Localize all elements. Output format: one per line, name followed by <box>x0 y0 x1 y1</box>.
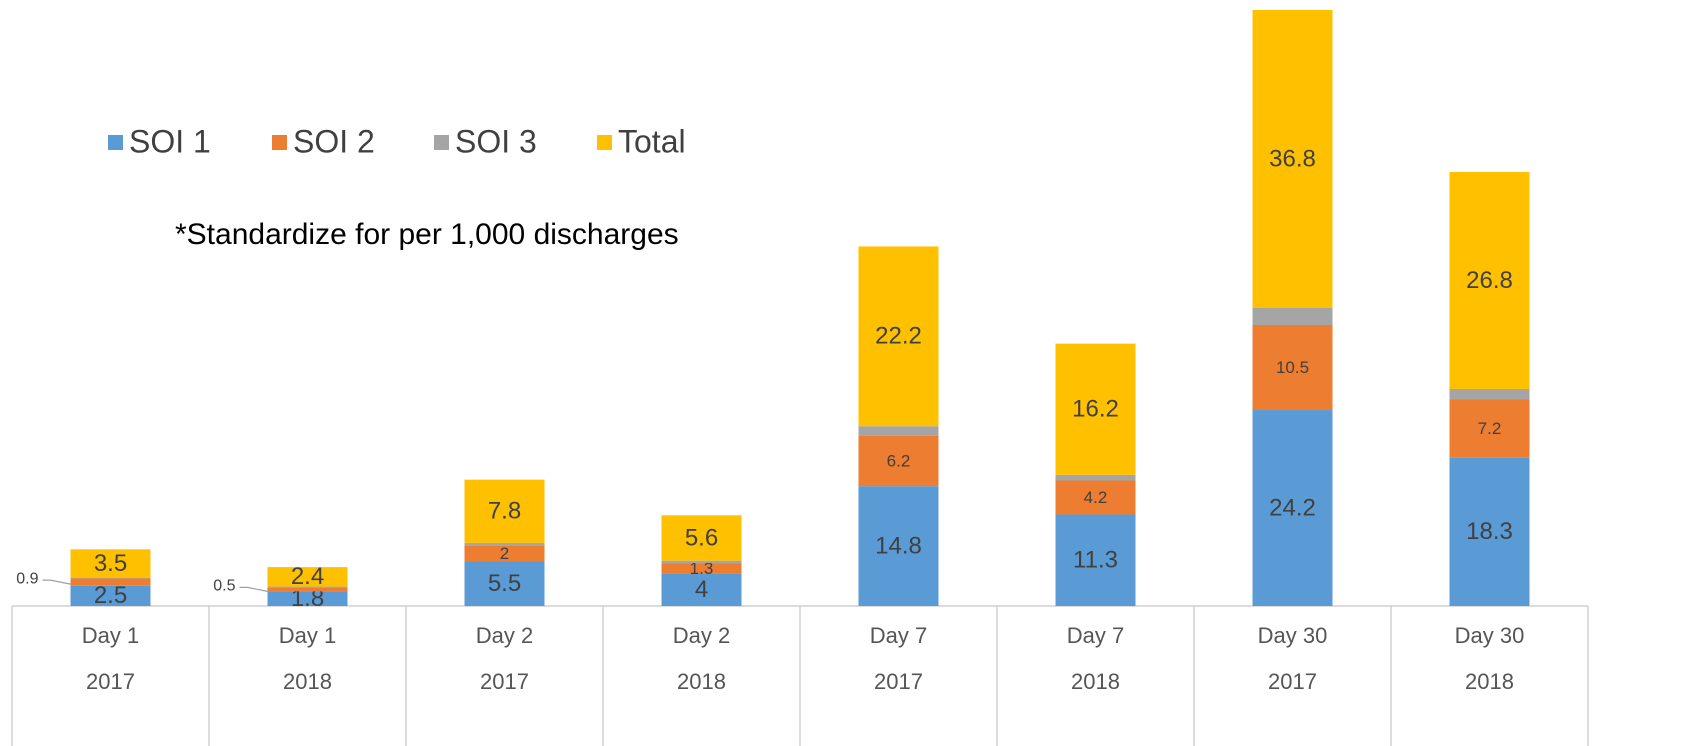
x-tick-label: 2017 <box>874 669 923 694</box>
legend-label: Total <box>618 123 686 159</box>
data-label: 4 <box>695 576 708 603</box>
data-label: 7.8 <box>488 498 521 525</box>
bar-segment <box>1055 343 1136 475</box>
bar-segment <box>858 435 939 487</box>
data-label: 2 <box>500 544 509 563</box>
legend-swatch <box>272 135 287 150</box>
bar-segment <box>661 560 742 564</box>
bar-segment <box>70 585 151 606</box>
data-label: 7.2 <box>1478 419 1502 438</box>
x-tick-label: Day 2 <box>476 623 533 648</box>
x-tick-label: Day 30 <box>1258 623 1328 648</box>
bar-segment <box>464 479 545 543</box>
x-tick-label: 2017 <box>480 669 529 694</box>
x-tick-label: 2018 <box>1465 669 1514 694</box>
bar-segment <box>1252 410 1333 606</box>
legend-swatch <box>597 135 612 150</box>
bar-segment <box>1252 325 1333 411</box>
x-tick-label: 2018 <box>1071 669 1120 694</box>
legend-label: SOI 3 <box>455 123 537 159</box>
bar-segment <box>464 542 545 546</box>
data-label: 2.5 <box>94 582 127 609</box>
bar-segment <box>267 587 348 592</box>
data-label: 10.5 <box>1276 358 1309 377</box>
bar-segment <box>267 567 348 587</box>
bar-segment <box>1449 171 1530 389</box>
data-label: 0.9 <box>16 570 38 587</box>
bar-segment <box>661 515 742 561</box>
bar-segment <box>858 246 939 427</box>
bar-segment <box>661 563 742 574</box>
data-label: 11.3 <box>1073 547 1118 574</box>
bar-segment <box>1252 10 1333 308</box>
x-tick-label: 2018 <box>677 669 726 694</box>
bar-segment <box>1449 388 1530 400</box>
data-label: 36.8 <box>1269 145 1316 172</box>
bar-segment <box>1055 514 1136 606</box>
x-tick-label: 2018 <box>283 669 332 694</box>
data-label: 1.3 <box>690 559 714 578</box>
data-label: 2.4 <box>291 563 324 590</box>
bar-segment <box>1252 308 1333 326</box>
x-tick-label: 2017 <box>86 669 135 694</box>
bar-segment <box>1449 457 1530 606</box>
data-label: 14.8 <box>875 532 922 559</box>
bar-segment <box>1055 480 1136 515</box>
x-tick-label: Day 7 <box>1067 623 1124 648</box>
data-label: 26.8 <box>1466 267 1513 294</box>
legend-label: SOI 2 <box>293 123 375 159</box>
bar-segment <box>464 561 545 606</box>
bar-segment <box>464 545 545 562</box>
data-label: 6.2 <box>887 452 911 471</box>
leader-line <box>239 586 268 592</box>
bar-segment <box>661 573 742 606</box>
data-label: 3.5 <box>94 550 127 577</box>
legend-swatch <box>434 135 449 150</box>
bar-segment <box>70 578 151 586</box>
leader-line <box>42 579 71 585</box>
x-tick-label: Day 1 <box>82 623 139 648</box>
data-label: 18.3 <box>1466 518 1513 545</box>
bar-segment <box>70 577 151 579</box>
x-tick-label: Day 1 <box>279 623 336 648</box>
bar-segment <box>1055 474 1136 481</box>
bar-segment <box>858 486 939 606</box>
data-label: 16.2 <box>1072 396 1119 423</box>
data-label: 4.2 <box>1084 488 1108 507</box>
bar-segment <box>858 426 939 436</box>
x-tick-label: Day 2 <box>673 623 730 648</box>
x-tick-label: Day 7 <box>870 623 927 648</box>
annotation: *Standardize for per 1,000 discharges <box>175 218 679 251</box>
x-tick-label: 2017 <box>1268 669 1317 694</box>
bar-segment <box>70 549 151 578</box>
x-tick-label: Day 30 <box>1455 623 1525 648</box>
data-label: 0.5 <box>213 578 235 595</box>
bar-segment <box>267 586 348 588</box>
data-label: 24.2 <box>1269 494 1316 521</box>
bar-segment <box>267 591 348 606</box>
bar-segment <box>1449 399 1530 458</box>
legend-label: SOI 1 <box>129 123 211 159</box>
legend-swatch <box>108 135 123 150</box>
data-label: 5.6 <box>685 524 718 551</box>
data-label: 22.2 <box>875 323 922 350</box>
data-label: 5.5 <box>488 570 521 597</box>
